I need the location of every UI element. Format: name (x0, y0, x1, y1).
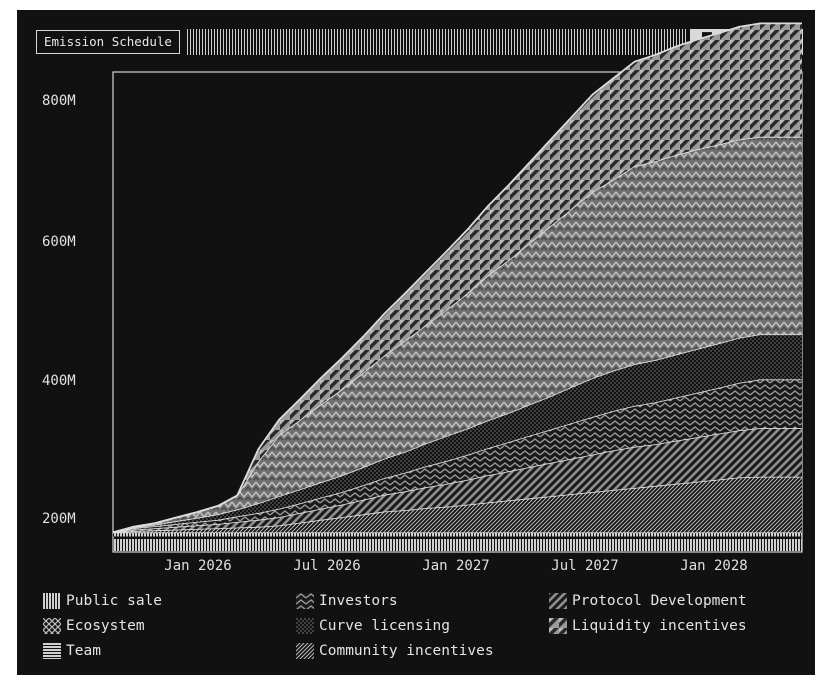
y-tick-label: 800M (42, 93, 76, 109)
area-triangles (113, 23, 802, 533)
area-vertical-lines (113, 532, 802, 537)
legend-label: Investors (319, 593, 398, 609)
legend-item: Curve licensing (296, 617, 450, 635)
legend-item: Team (43, 642, 101, 660)
legend-label: Public sale (66, 593, 163, 609)
vertical-lines-swatch-icon (43, 593, 61, 609)
legend-label: Ecosystem (66, 618, 145, 634)
legend-label: Liquidity incentives (572, 618, 747, 634)
legend-item: Liquidity incentives (549, 617, 747, 635)
x-tick-label: Jan 2028 (680, 558, 747, 574)
y-axis-labels: 200M 400M 600M 800M (42, 93, 76, 527)
area-triangles-chevron (113, 136, 802, 533)
x-tick-label: Jan 2026 (164, 558, 231, 574)
public-sale-band (114, 539, 802, 551)
x-tick-label: Jul 2026 (293, 558, 360, 574)
legend-label: Team (66, 643, 101, 659)
legend-label: Protocol Development (572, 593, 747, 609)
series-line-triangles (112, 22, 802, 534)
x-tick-label: Jul 2027 (551, 558, 618, 574)
chevrons-swatch-icon (296, 593, 314, 609)
crosshatch-swatch-icon (43, 618, 61, 634)
area-dots (113, 334, 802, 533)
legend-item: Public sale (43, 592, 162, 610)
y-tick-label: 200M (42, 511, 76, 527)
diagonal-stripes-swatch-icon (549, 593, 567, 609)
horizontal-lines-swatch-icon (43, 643, 61, 659)
legend-item: Community incentives (296, 642, 494, 660)
area-crosshatch (113, 476, 802, 533)
x-tick-label: Jan 2027 (422, 558, 489, 574)
legend-item: Protocol Development (549, 592, 747, 610)
area-series-group (112, 22, 802, 551)
chart-title: Emission Schedule (36, 30, 180, 54)
legend-item: Ecosystem (43, 617, 145, 635)
area-chevrons (113, 379, 802, 533)
legend-label: Curve licensing (319, 618, 450, 634)
decorative-hatch-strip (187, 29, 687, 55)
dense-diagonal-swatch-icon (296, 643, 314, 659)
y-tick-label: 400M (42, 373, 76, 389)
triangles-swatch-icon (549, 618, 567, 634)
area-diagonal-stripes (113, 428, 802, 533)
y-tick-label: 600M (42, 234, 76, 250)
x-axis-labels: Jan 2026 Jul 2026 Jan 2027 Jul 2027 Jan 2028 (164, 558, 747, 574)
dots-swatch-icon (296, 618, 314, 634)
legend-label: Community incentives (319, 643, 494, 659)
legend-item: Investors (296, 592, 398, 610)
